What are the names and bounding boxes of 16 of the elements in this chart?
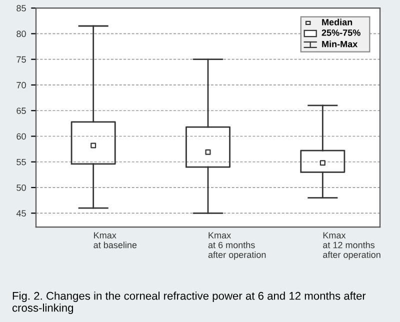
y-tick-label: 50 xyxy=(16,184,26,191)
x-tick-label: Kmax at 12 months after operation xyxy=(323,232,380,260)
y-tick-label: 55 xyxy=(16,158,26,166)
caption: Fig. 2. Changes in the corneal refractive power at 6 and 12 months after cross-linking xyxy=(12,292,366,314)
y-tick-label: 75 xyxy=(16,56,26,63)
y-tick-label: 70 xyxy=(16,82,26,88)
y-tick-label: 85 xyxy=(16,5,26,12)
annotation: Min-Max xyxy=(322,40,358,48)
x-tick-label: Kmax at baseline xyxy=(94,232,137,248)
x-tick-label: Kmax at 6 months after operation xyxy=(208,232,266,260)
y-tick-label: 80 xyxy=(16,30,26,38)
y-tick-label: 60 xyxy=(16,133,26,140)
annotation: 25%-75% xyxy=(322,29,360,36)
y-tick-label: 65 xyxy=(16,108,26,114)
y-tick-label: 45 xyxy=(16,210,26,217)
annotation: Median xyxy=(322,18,352,26)
